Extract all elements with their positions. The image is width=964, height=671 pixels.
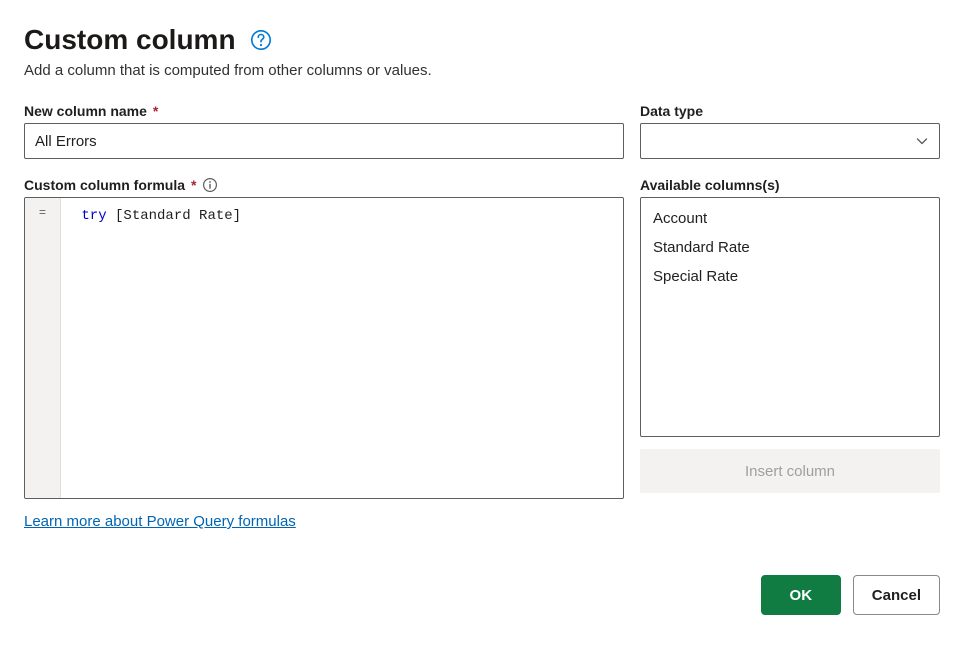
formula-editor[interactable]: = try [Standard Rate] (24, 197, 624, 499)
insert-column-button[interactable]: Insert column (640, 449, 940, 493)
data-type-label: Data type (640, 103, 940, 119)
required-asterisk: * (153, 103, 158, 119)
dialog-title: Custom column (24, 24, 236, 56)
formula-gutter: = (25, 198, 61, 498)
new-column-name-label: New column name * (24, 103, 624, 119)
info-icon[interactable] (202, 177, 218, 193)
new-column-name-input[interactable] (24, 123, 624, 159)
list-item[interactable]: Account (641, 204, 939, 233)
chevron-down-icon (915, 134, 929, 148)
formula-code[interactable]: try [Standard Rate] (61, 198, 623, 498)
ok-button[interactable]: OK (761, 575, 841, 615)
dialog-subtitle: Add a column that is computed from other… (24, 62, 940, 79)
formula-label: Custom column formula * (24, 177, 624, 193)
cancel-button[interactable]: Cancel (853, 575, 940, 615)
help-icon[interactable] (250, 29, 272, 51)
available-columns-list[interactable]: AccountStandard RateSpecial Rate (640, 197, 940, 437)
list-item[interactable]: Special Rate (641, 262, 939, 291)
list-item[interactable]: Standard Rate (641, 233, 939, 262)
learn-more-link[interactable]: Learn more about Power Query formulas (24, 513, 296, 530)
data-type-select[interactable] (640, 123, 940, 159)
available-columns-label: Available columns(s) (640, 177, 940, 193)
required-asterisk: * (191, 177, 196, 193)
